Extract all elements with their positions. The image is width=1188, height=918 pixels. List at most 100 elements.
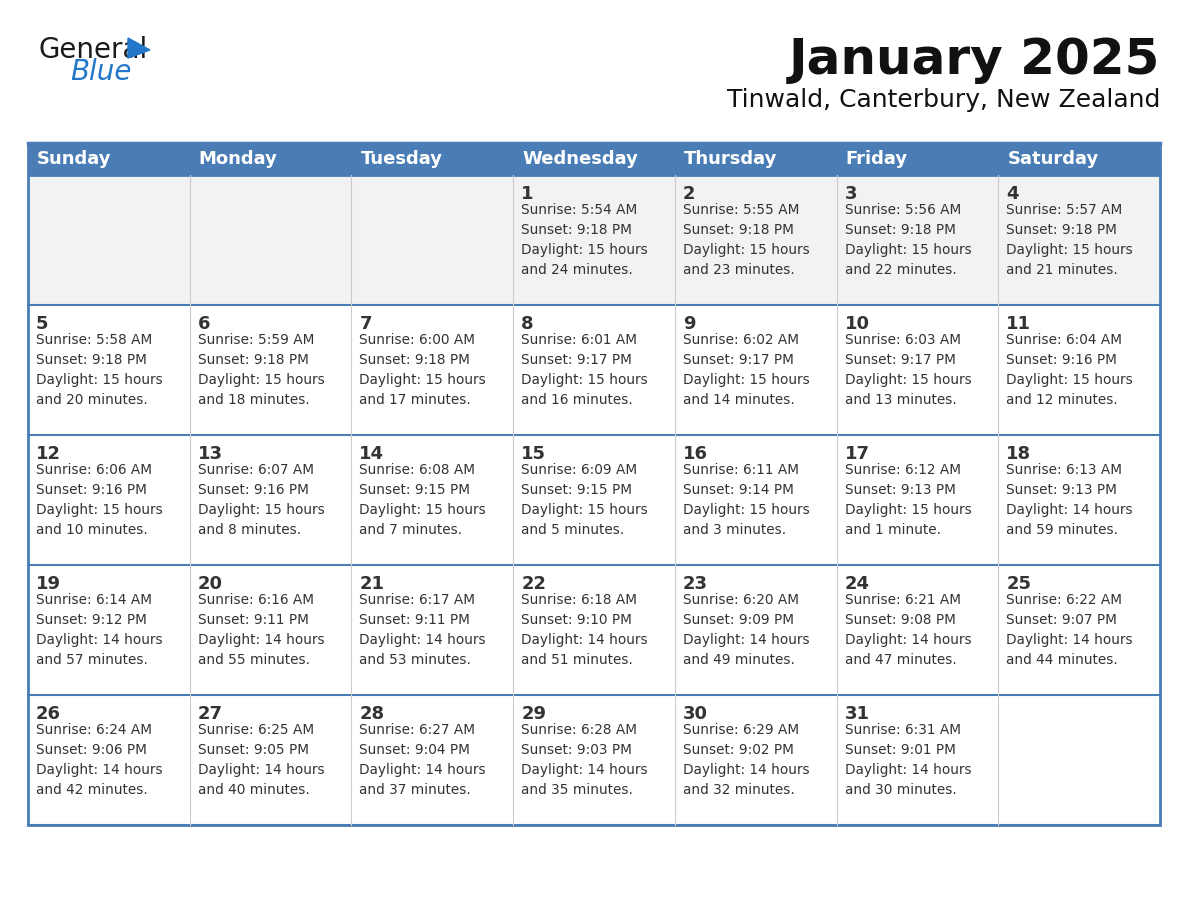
Text: 23: 23: [683, 575, 708, 593]
Text: Tinwald, Canterbury, New Zealand: Tinwald, Canterbury, New Zealand: [727, 88, 1159, 112]
Text: Sunrise: 6:14 AM
Sunset: 9:12 PM
Daylight: 14 hours
and 57 minutes.: Sunrise: 6:14 AM Sunset: 9:12 PM Dayligh…: [36, 593, 163, 667]
Bar: [513, 695, 675, 825]
Text: 3: 3: [845, 185, 857, 203]
Text: 29: 29: [522, 705, 546, 723]
Text: Sunrise: 6:28 AM
Sunset: 9:03 PM
Daylight: 14 hours
and 35 minutes.: Sunrise: 6:28 AM Sunset: 9:03 PM Dayligh…: [522, 723, 647, 797]
Text: Sunrise: 6:29 AM
Sunset: 9:02 PM
Daylight: 14 hours
and 32 minutes.: Sunrise: 6:29 AM Sunset: 9:02 PM Dayligh…: [683, 723, 809, 797]
Text: Sunrise: 6:12 AM
Sunset: 9:13 PM
Daylight: 15 hours
and 1 minute.: Sunrise: 6:12 AM Sunset: 9:13 PM Dayligh…: [845, 463, 972, 537]
Bar: [190, 175, 352, 305]
Text: 11: 11: [1006, 315, 1031, 333]
Bar: [190, 695, 352, 825]
Text: Sunrise: 5:56 AM
Sunset: 9:18 PM
Daylight: 15 hours
and 22 minutes.: Sunrise: 5:56 AM Sunset: 9:18 PM Dayligh…: [845, 203, 972, 277]
Bar: [352, 565, 513, 695]
Text: 21: 21: [360, 575, 385, 593]
Bar: [513, 175, 675, 305]
Text: 26: 26: [36, 705, 61, 723]
Bar: [836, 435, 998, 565]
Text: 14: 14: [360, 445, 385, 463]
Text: 10: 10: [845, 315, 870, 333]
Text: Sunrise: 6:13 AM
Sunset: 9:13 PM
Daylight: 14 hours
and 59 minutes.: Sunrise: 6:13 AM Sunset: 9:13 PM Dayligh…: [1006, 463, 1133, 537]
Text: 16: 16: [683, 445, 708, 463]
Text: Sunday: Sunday: [37, 150, 112, 168]
Text: General: General: [38, 36, 147, 64]
Text: Sunrise: 6:03 AM
Sunset: 9:17 PM
Daylight: 15 hours
and 13 minutes.: Sunrise: 6:03 AM Sunset: 9:17 PM Dayligh…: [845, 333, 972, 408]
Bar: [29, 305, 190, 435]
Text: 24: 24: [845, 575, 870, 593]
Bar: [352, 175, 513, 305]
Text: 19: 19: [36, 575, 61, 593]
Text: Sunrise: 6:01 AM
Sunset: 9:17 PM
Daylight: 15 hours
and 16 minutes.: Sunrise: 6:01 AM Sunset: 9:17 PM Dayligh…: [522, 333, 647, 408]
Text: Sunrise: 6:06 AM
Sunset: 9:16 PM
Daylight: 15 hours
and 10 minutes.: Sunrise: 6:06 AM Sunset: 9:16 PM Dayligh…: [36, 463, 163, 537]
Text: 7: 7: [360, 315, 372, 333]
Bar: [352, 143, 513, 175]
Bar: [675, 305, 836, 435]
Bar: [29, 695, 190, 825]
Bar: [190, 143, 352, 175]
Text: 18: 18: [1006, 445, 1031, 463]
Text: 9: 9: [683, 315, 695, 333]
Text: Monday: Monday: [198, 150, 278, 168]
Text: 28: 28: [360, 705, 385, 723]
Text: Sunrise: 6:09 AM
Sunset: 9:15 PM
Daylight: 15 hours
and 5 minutes.: Sunrise: 6:09 AM Sunset: 9:15 PM Dayligh…: [522, 463, 647, 537]
Text: 15: 15: [522, 445, 546, 463]
Text: 17: 17: [845, 445, 870, 463]
Bar: [836, 695, 998, 825]
Text: 1: 1: [522, 185, 533, 203]
Bar: [836, 305, 998, 435]
Text: Thursday: Thursday: [684, 150, 777, 168]
Text: Sunrise: 6:16 AM
Sunset: 9:11 PM
Daylight: 14 hours
and 55 minutes.: Sunrise: 6:16 AM Sunset: 9:11 PM Dayligh…: [197, 593, 324, 667]
Text: Wednesday: Wednesday: [523, 150, 638, 168]
Bar: [29, 565, 190, 695]
Text: 25: 25: [1006, 575, 1031, 593]
Bar: [675, 143, 836, 175]
Text: Sunrise: 6:17 AM
Sunset: 9:11 PM
Daylight: 14 hours
and 53 minutes.: Sunrise: 6:17 AM Sunset: 9:11 PM Dayligh…: [360, 593, 486, 667]
Text: 27: 27: [197, 705, 222, 723]
Text: Saturday: Saturday: [1007, 150, 1099, 168]
Bar: [998, 143, 1159, 175]
Bar: [998, 175, 1159, 305]
Text: Sunrise: 6:27 AM
Sunset: 9:04 PM
Daylight: 14 hours
and 37 minutes.: Sunrise: 6:27 AM Sunset: 9:04 PM Dayligh…: [360, 723, 486, 797]
Text: Sunrise: 6:08 AM
Sunset: 9:15 PM
Daylight: 15 hours
and 7 minutes.: Sunrise: 6:08 AM Sunset: 9:15 PM Dayligh…: [360, 463, 486, 537]
Bar: [190, 435, 352, 565]
Bar: [675, 175, 836, 305]
Text: Sunrise: 6:22 AM
Sunset: 9:07 PM
Daylight: 14 hours
and 44 minutes.: Sunrise: 6:22 AM Sunset: 9:07 PM Dayligh…: [1006, 593, 1133, 667]
Bar: [675, 695, 836, 825]
Bar: [675, 435, 836, 565]
Text: Sunrise: 6:18 AM
Sunset: 9:10 PM
Daylight: 14 hours
and 51 minutes.: Sunrise: 6:18 AM Sunset: 9:10 PM Dayligh…: [522, 593, 647, 667]
Bar: [29, 143, 1159, 825]
Text: Blue: Blue: [70, 58, 132, 86]
Bar: [513, 565, 675, 695]
Bar: [998, 435, 1159, 565]
Bar: [29, 143, 190, 175]
Text: Sunrise: 5:59 AM
Sunset: 9:18 PM
Daylight: 15 hours
and 18 minutes.: Sunrise: 5:59 AM Sunset: 9:18 PM Dayligh…: [197, 333, 324, 408]
Text: Sunrise: 6:11 AM
Sunset: 9:14 PM
Daylight: 15 hours
and 3 minutes.: Sunrise: 6:11 AM Sunset: 9:14 PM Dayligh…: [683, 463, 809, 537]
Bar: [352, 435, 513, 565]
Bar: [190, 305, 352, 435]
Bar: [513, 143, 675, 175]
Text: Sunrise: 5:57 AM
Sunset: 9:18 PM
Daylight: 15 hours
and 21 minutes.: Sunrise: 5:57 AM Sunset: 9:18 PM Dayligh…: [1006, 203, 1133, 277]
Text: 13: 13: [197, 445, 222, 463]
Bar: [29, 435, 190, 565]
Text: Sunrise: 6:20 AM
Sunset: 9:09 PM
Daylight: 14 hours
and 49 minutes.: Sunrise: 6:20 AM Sunset: 9:09 PM Dayligh…: [683, 593, 809, 667]
Polygon shape: [128, 38, 150, 58]
Text: Sunrise: 6:00 AM
Sunset: 9:18 PM
Daylight: 15 hours
and 17 minutes.: Sunrise: 6:00 AM Sunset: 9:18 PM Dayligh…: [360, 333, 486, 408]
Text: Friday: Friday: [846, 150, 908, 168]
Text: 12: 12: [36, 445, 61, 463]
Text: Sunrise: 5:55 AM
Sunset: 9:18 PM
Daylight: 15 hours
and 23 minutes.: Sunrise: 5:55 AM Sunset: 9:18 PM Dayligh…: [683, 203, 809, 277]
Text: 8: 8: [522, 315, 533, 333]
Text: Tuesday: Tuesday: [360, 150, 442, 168]
Bar: [998, 565, 1159, 695]
Text: Sunrise: 6:07 AM
Sunset: 9:16 PM
Daylight: 15 hours
and 8 minutes.: Sunrise: 6:07 AM Sunset: 9:16 PM Dayligh…: [197, 463, 324, 537]
Text: Sunrise: 6:04 AM
Sunset: 9:16 PM
Daylight: 15 hours
and 12 minutes.: Sunrise: 6:04 AM Sunset: 9:16 PM Dayligh…: [1006, 333, 1133, 408]
Bar: [998, 695, 1159, 825]
Text: 4: 4: [1006, 185, 1019, 203]
Bar: [836, 143, 998, 175]
Text: Sunrise: 6:31 AM
Sunset: 9:01 PM
Daylight: 14 hours
and 30 minutes.: Sunrise: 6:31 AM Sunset: 9:01 PM Dayligh…: [845, 723, 972, 797]
Bar: [998, 305, 1159, 435]
Text: Sunrise: 6:24 AM
Sunset: 9:06 PM
Daylight: 14 hours
and 42 minutes.: Sunrise: 6:24 AM Sunset: 9:06 PM Dayligh…: [36, 723, 163, 797]
Bar: [513, 435, 675, 565]
Text: January 2025: January 2025: [789, 36, 1159, 84]
Text: 31: 31: [845, 705, 870, 723]
Bar: [675, 565, 836, 695]
Text: Sunrise: 5:58 AM
Sunset: 9:18 PM
Daylight: 15 hours
and 20 minutes.: Sunrise: 5:58 AM Sunset: 9:18 PM Dayligh…: [36, 333, 163, 408]
